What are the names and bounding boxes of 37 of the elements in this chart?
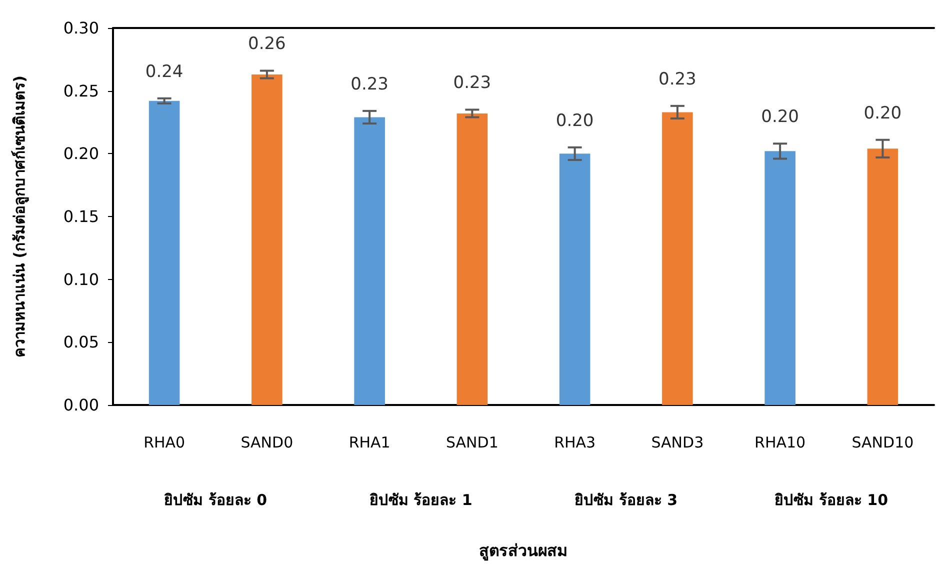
bar [867,148,898,405]
text: ยิปซัม ร้อยละ 1 [369,490,472,511]
y-tick-label: 0.15 [63,207,99,226]
x-tick-label: RHA1 [348,434,390,452]
y-tick-label: 0.00 [63,396,99,414]
data-label: 0.23 [350,74,388,94]
y-axis-title: ความหนาแน่น (กรัมต่อลูกบาศก์เซนติเมตร) [10,76,30,358]
data-label: 0.20 [556,110,594,131]
data-label: 0.20 [864,103,902,124]
data-label: 0.23 [453,73,492,94]
x-tick-label: SAND10 [852,434,914,452]
bar [456,113,488,405]
data-label: 0.23 [658,69,696,90]
y-tick-label: 0.30 [63,18,99,38]
x-tick-label: SAND1 [446,434,498,452]
x-tick-label: RHA10 [754,434,806,452]
data-label: 0.20 [761,107,799,128]
text: ยิปซัม ร้อยละ 3 [574,490,678,511]
bar [559,154,590,405]
x-tick-label: SAND3 [651,434,704,452]
x-tick-label: RHA3 [554,434,596,452]
text: ยิปซัม ร้อยละ 10 [774,490,888,511]
data-label: 0.24 [145,62,184,82]
text: ยิปซัม ร้อยละ 0 [164,490,268,511]
x-tick-label: RHA0 [144,434,186,452]
bar [252,74,282,405]
y-tick-label: 0.25 [63,81,99,100]
y-tick-label: 0.05 [63,332,99,352]
bar [148,100,180,405]
y-tick-label: 0.20 [63,144,99,164]
data-label: 0.26 [248,34,286,54]
bar [354,117,385,405]
bar [764,151,796,405]
y-tick-label: 0.10 [63,270,99,289]
x-tick-label: SAND0 [240,434,294,452]
bar [662,112,693,405]
text: สูตรส่วนผสม [479,540,568,563]
